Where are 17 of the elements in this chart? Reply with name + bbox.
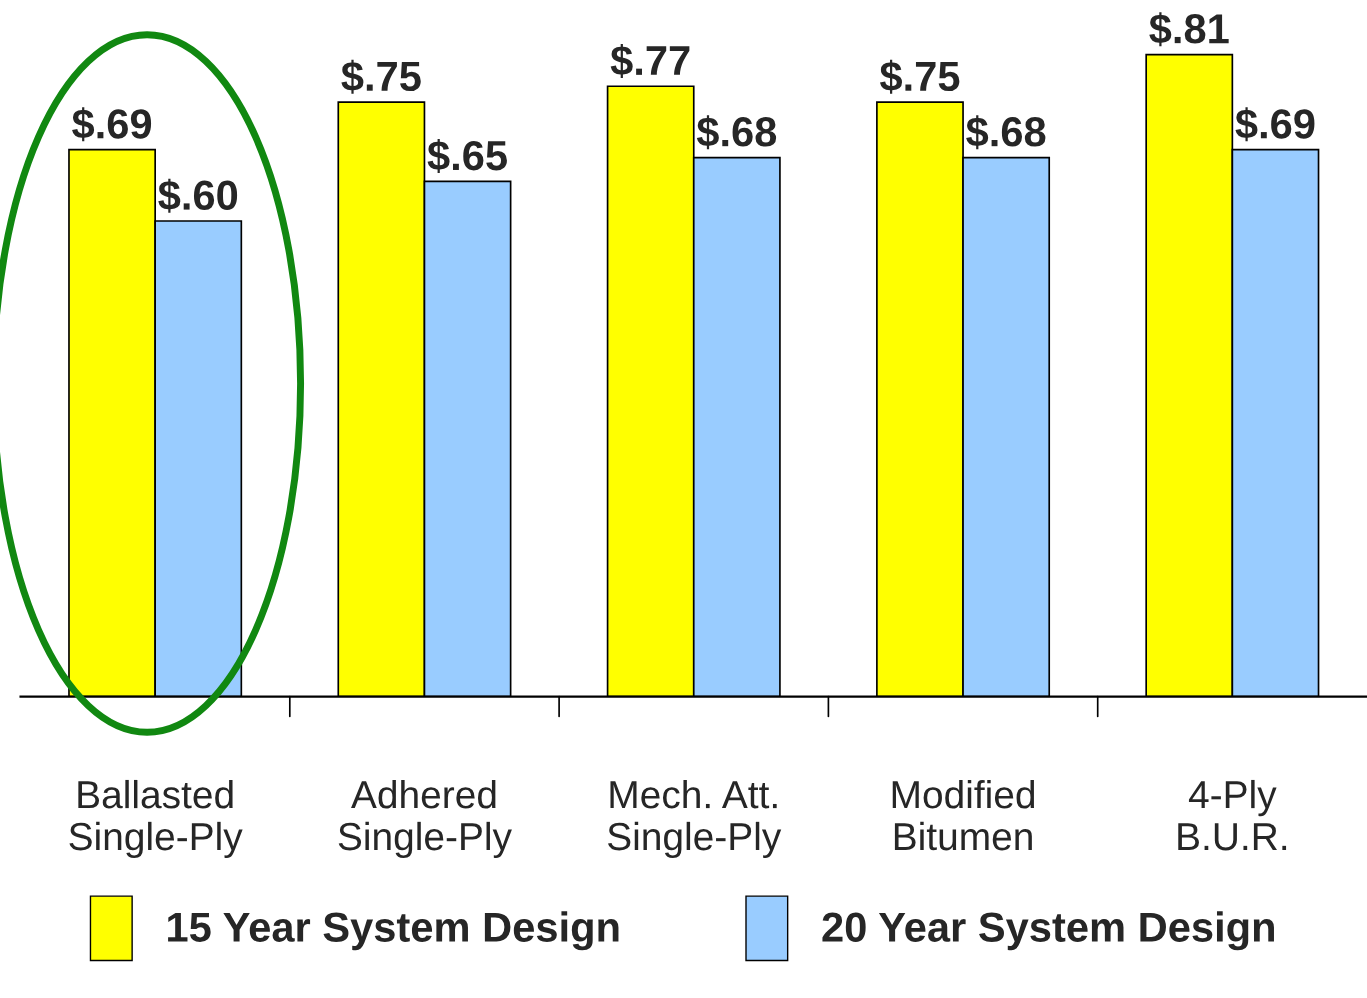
data-label: $.65 — [427, 139, 507, 174]
data-label: $.75 — [879, 59, 960, 94]
legend-label: 15 Year System Design — [168, 911, 619, 951]
data-label: $.75 — [341, 59, 421, 94]
legend-label: 20 Year System Design — [822, 911, 1274, 951]
data-label: $.68 — [696, 115, 777, 150]
x-tick-label: Ballasted Single-Ply — [69, 779, 243, 859]
data-label: $.69 — [72, 107, 152, 142]
data-label: $.68 — [966, 115, 1046, 150]
data-label: $.60 — [158, 178, 238, 213]
x-tick-label: Modified Bitumen — [892, 779, 1035, 851]
x-tick-label: Mech. Att. Single-Ply — [607, 779, 782, 859]
data-label: $.81 — [1149, 12, 1229, 47]
data-label: $.77 — [610, 43, 690, 78]
data-label: $.69 — [1235, 107, 1315, 142]
x-tick-label: Adhered Single-Ply — [338, 779, 512, 859]
x-tick-label: 4-Ply B.U.R. — [1178, 779, 1287, 851]
